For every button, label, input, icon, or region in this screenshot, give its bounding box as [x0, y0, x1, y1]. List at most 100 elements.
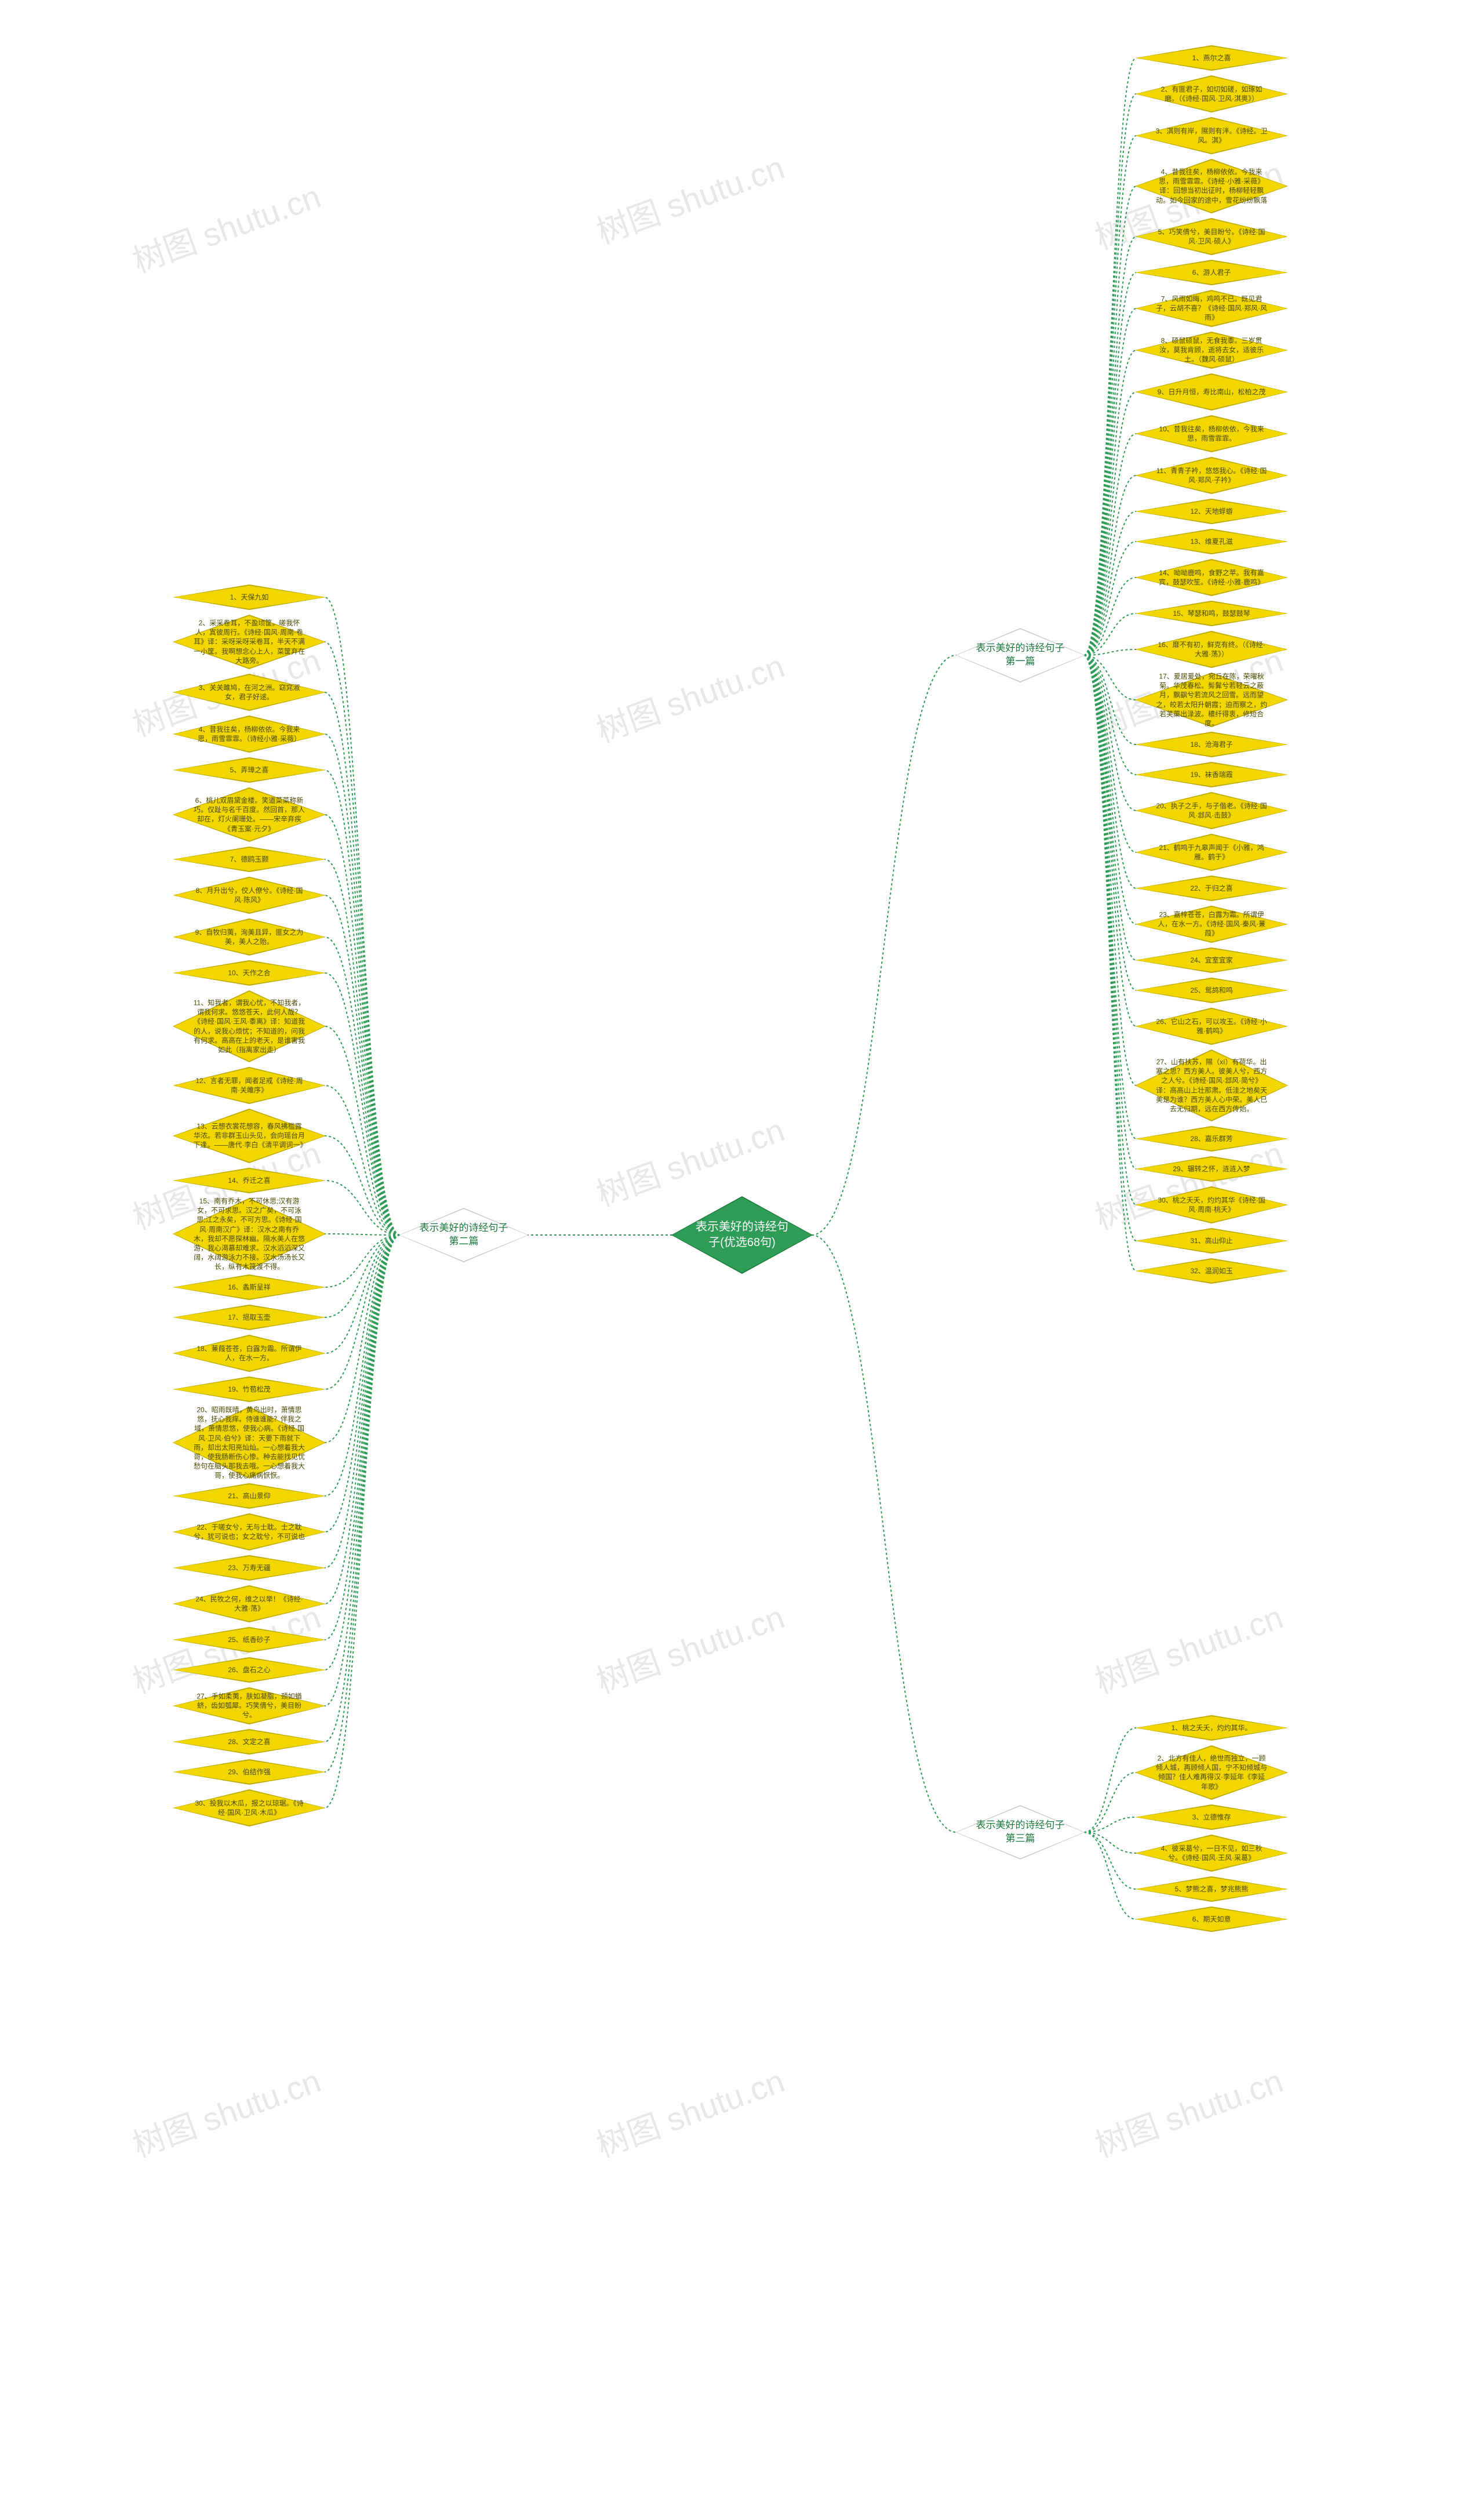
- leaf-s2-2-label: 3、关关雎鸠，在河之洲。窈窕淑女，君子好逑。: [187, 683, 311, 702]
- leaf-s1-8-label: 9、日升月恒，寿比南山，松柏之茂: [1150, 387, 1273, 397]
- leaf-s2-22: 23、万寿无疆: [174, 1556, 325, 1579]
- leaf-s2-18: 19、竹苞松茂: [174, 1378, 325, 1401]
- leaf-s1-13-label: 14、呦呦鹿鸣，食野之苹。我有嘉宾，鼓瑟吹笙。《诗经·小雅·鹿鸣》: [1150, 568, 1273, 587]
- leaf-s1-2-label: 3、淇则有岸，隰则有泮。《诗经。卫风。淇》: [1150, 126, 1273, 145]
- leaf-s3-3-label: 4、彼采葛兮，一日不见，如三秋兮。《诗经·国风·王风·采葛》: [1150, 1844, 1273, 1862]
- leaf-s1-5-label: 6、游人君子: [1150, 268, 1273, 277]
- leaf-s1-30-label: 31、高山仰止: [1150, 1236, 1273, 1245]
- leaf-s1-23: 24、宜室宜家: [1136, 949, 1287, 972]
- leaf-s1-10: 11、青青子衿，悠悠我心。《诗经·国风·郑风·子衿》: [1136, 458, 1287, 493]
- leaf-s1-1: 2、有匪君子，如切如磋，如琢如磨。（《诗经·国风·卫风·淇奥》）: [1136, 77, 1287, 111]
- leaf-s2-26: 27、手如柔荑，肤如凝脂，颈如蝤蛴，齿如瓠犀。巧笑倩兮，美目盼兮。: [174, 1688, 325, 1723]
- leaf-s2-12-label: 13、云想衣裳花想容，春风拂槛露华浓。若非群玉山头见，会向瑶台月下逢。——唐代·…: [187, 1122, 311, 1150]
- leaf-s2-11: 12、言者无罪，闻者足戒《诗经·周南·关雎序》: [174, 1068, 325, 1103]
- leaf-s1-19: 20、执子之手，与子偕老。《诗经·国风·邶风·击鼓》: [1136, 793, 1287, 828]
- leaf-s2-29: 30、投我以木瓜，报之以琼琚。《诗经·国风·卫风·木瓜》: [174, 1791, 325, 1825]
- leaf-s1-4-label: 5、巧笑倩兮，美目盼兮。《诗经·国风·卫风·硕人》: [1150, 227, 1273, 246]
- leaf-s2-22-label: 23、万寿无疆: [187, 1563, 311, 1572]
- leaf-s1-5: 6、游人君子: [1136, 261, 1287, 284]
- leaf-s1-29: 30、桃之夭夭，灼灼其华《诗经·国风·周南·桃夭》: [1136, 1187, 1287, 1222]
- section-s2: 表示美好的诗经句子 第二篇: [400, 1209, 528, 1261]
- leaf-s3-2-label: 3、立德惟存: [1150, 1813, 1273, 1822]
- leaf-s1-7-label: 8、硕鼠硕鼠，无食我黍。三岁贯汝，莫我肯顾，逝将去女，适彼乐土。（魏风·硕鼠）: [1150, 336, 1273, 365]
- leaf-s1-14-label: 15、琴瑟和鸣，鼓瑟鼓琴: [1150, 609, 1273, 618]
- leaf-s1-30: 31、高山仰止: [1136, 1229, 1287, 1252]
- leaf-s1-2: 3、淇则有岸，隰则有泮。《诗经。卫风。淇》: [1136, 118, 1287, 153]
- leaf-s2-15-label: 16、螽斯呈祥: [187, 1283, 311, 1292]
- leaf-s1-0: 1、燕尔之喜: [1136, 46, 1287, 70]
- leaf-s2-5: 6、桃儿双眉黛金楼。笑道菜菜称新巧。仅趾与名千百度。然回首，那人却在，灯火阑珊处…: [174, 789, 325, 841]
- leaf-s2-20: 21、高山景仰: [174, 1484, 325, 1508]
- leaf-s1-17: 18、沧海君子: [1136, 733, 1287, 756]
- leaf-s3-4-label: 5、梦熊之喜，梦兆熊熊: [1150, 1884, 1273, 1894]
- leaf-s2-8: 9、自牧归荑，洵美且异，匪女之为美，美人之贻。: [174, 920, 325, 954]
- leaf-s1-28: 29、辗转之怀，涟涟入梦: [1136, 1157, 1287, 1181]
- leaf-s1-11: 12、天地蜉蝣: [1136, 500, 1287, 523]
- leaf-s2-21-label: 22、于嗟女兮，无与士耽。士之耽兮，犹可说也；女之耽兮，不可说也: [187, 1523, 311, 1541]
- leaf-s2-6: 7、德鸥玉颢: [174, 848, 325, 871]
- leaf-s3-1-label: 2、北方有佳人，绝世而独立，一顾倾人城，再顾倾人国，宁不知倾城与倾国？佳人难再得…: [1150, 1754, 1273, 1792]
- leaf-s2-8-label: 9、自牧归荑，洵美且异，匪女之为美，美人之贻。: [187, 928, 311, 946]
- leaf-s2-9: 10、天作之合: [174, 961, 325, 985]
- leaf-s2-14-label: 15、南有乔木，不可休思;汉有游女，不可求思。汉之广矣，不可泳思;江之永矣，不可…: [187, 1196, 311, 1272]
- leaf-s1-15-label: 16、靡不有初，鲜克有终。（《诗经·大雅·荡》）: [1150, 640, 1273, 659]
- leaf-s1-14: 15、琴瑟和鸣，鼓瑟鼓琴: [1136, 602, 1287, 625]
- leaf-s1-7: 8、硕鼠硕鼠，无食我黍。三岁贯汝，莫我肯顾，逝将去女，适彼乐土。（魏风·硕鼠）: [1136, 333, 1287, 368]
- watermark: 树图 shutu.cn: [589, 141, 790, 253]
- root-node: 表示美好的诗经句子(优选68句): [672, 1197, 812, 1273]
- leaf-s1-23-label: 24、宜室宜家: [1150, 956, 1273, 965]
- leaf-s1-6: 7、风雨如晦，鸡鸣不已。既见君子，云胡不喜？《诗经·国风·郑风·风雨》: [1136, 291, 1287, 326]
- leaf-s2-17: 18、蒹葭苍苍，白露为霜。所谓伊人，在水一方。: [174, 1336, 325, 1371]
- section-s1-label: 表示美好的诗经句子 第一篇: [968, 642, 1072, 669]
- leaf-s1-6-label: 7、风雨如晦，鸡鸣不已。既见君子，云胡不喜？《诗经·国风·郑风·风雨》: [1150, 295, 1273, 323]
- leaf-s2-27-label: 28、文定之喜: [187, 1737, 311, 1746]
- leaf-s2-23: 24、民牧之何，维之以举！《诗经·大雅·荡》: [174, 1586, 325, 1621]
- leaf-s1-9: 10、昔我往矣，杨柳依依，今我来思，雨雪霏霏。: [1136, 416, 1287, 451]
- leaf-s1-24-label: 25、鸳鸪和鸣: [1150, 986, 1273, 995]
- leaf-s3-2: 3、立德惟存: [1136, 1806, 1287, 1829]
- leaf-s1-24: 25、鸳鸪和鸣: [1136, 979, 1287, 1002]
- leaf-s1-17-label: 18、沧海君子: [1150, 740, 1273, 749]
- leaf-s1-25-label: 26、它山之石，可以攻玉。《诗经·小雅·鹤鸣》: [1150, 1017, 1273, 1036]
- leaf-s1-21: 22、于归之喜: [1136, 877, 1287, 900]
- leaf-s2-19-label: 20、昭雨既晴，黄鸟出时，萧情思悠，抚心我痒。侍谁谁能？伴我之域，萧情思悠，使我…: [187, 1405, 311, 1480]
- leaf-s2-3: 4、昔我往矣，杨柳依依。今我来思，雨雪霏霏。（诗经小雅·采薇）: [174, 717, 325, 751]
- leaf-s1-29-label: 30、桃之夭夭，灼灼其华《诗经·国风·周南·桃夭》: [1150, 1196, 1273, 1214]
- leaf-s2-23-label: 24、民牧之何，维之以举！《诗经·大雅·荡》: [187, 1595, 311, 1613]
- leaf-s1-19-label: 20、执子之手，与子偕老。《诗经·国风·邶风·击鼓》: [1150, 801, 1273, 820]
- leaf-s2-17-label: 18、蒹葭苍苍，白露为霜。所谓伊人，在水一方。: [187, 1344, 311, 1363]
- watermark: 树图 shutu.cn: [1087, 2055, 1289, 2166]
- leaf-s1-10-label: 11、青青子衿，悠悠我心。《诗经·国风·郑风·子衿》: [1150, 466, 1273, 485]
- leaf-s2-0: 1、天保九如: [174, 586, 325, 609]
- section-s1: 表示美好的诗经句子 第一篇: [956, 629, 1084, 681]
- leaf-s2-10: 11、知我者，谓我心忧，不知我者，谓我何求。悠悠苍天，此何人哉？《诗经·国风·王…: [174, 992, 325, 1061]
- watermark: 树图 shutu.cn: [589, 1591, 790, 1702]
- leaf-s1-12: 13、维夏孔滋: [1136, 530, 1287, 553]
- leaf-s1-18: 19、袜香瑞霞: [1136, 763, 1287, 786]
- leaf-s1-27: 28、嘉乐群芳: [1136, 1127, 1287, 1150]
- watermark: 树图 shutu.cn: [125, 170, 326, 282]
- leaf-s1-31-label: 32、温润如玉: [1150, 1266, 1273, 1276]
- leaf-s2-21: 22、于嗟女兮，无与士耽。士之耽兮，犹可说也；女之耽兮，不可说也: [174, 1515, 325, 1549]
- leaf-s2-9-label: 10、天作之合: [187, 968, 311, 978]
- leaf-s2-15: 16、螽斯呈祥: [174, 1276, 325, 1299]
- leaf-s1-25: 26、它山之石，可以攻玉。《诗经·小雅·鹤鸣》: [1136, 1009, 1287, 1044]
- leaf-s2-16-label: 17、挹取玉壶: [187, 1313, 311, 1322]
- watermark: 树图 shutu.cn: [589, 2055, 790, 2166]
- leaf-s1-15: 16、靡不有初，鲜克有终。（《诗经·大雅·荡》）: [1136, 632, 1287, 667]
- leaf-s2-11-label: 12、言者无罪，闻者足戒《诗经·周南·关雎序》: [187, 1076, 311, 1095]
- leaf-s1-22: 23、嘉梓苍苍，白露为霜。所谓伊人，在水一方。《诗经·国风·秦风·蒹葭》: [1136, 907, 1287, 942]
- leaf-s1-1-label: 2、有匪君子，如切如磋，如琢如磨。（《诗经·国风·卫风·淇奥》）: [1150, 85, 1273, 103]
- leaf-s3-5-label: 6、期天如意: [1150, 1915, 1273, 1924]
- leaf-s2-25-label: 26、盘石之心: [187, 1665, 311, 1675]
- leaf-s2-16: 17、挹取玉壶: [174, 1306, 325, 1329]
- leaf-s1-3: 4、昔我往矣，杨柳依依。今我来思，雨雪霏霏。《诗经·小雅·采薇》译：回想当初出征…: [1136, 160, 1287, 212]
- leaf-s2-13: 14、乔迁之喜: [174, 1169, 325, 1192]
- leaf-s1-20-label: 21、鹤鸣于九皋声闻于《小雅，鸿雁。鹤于》: [1150, 843, 1273, 862]
- leaf-s2-4-label: 5、弄璋之喜: [187, 765, 311, 775]
- leaf-s2-1: 2、采采卷耳，不盈顷筐。嗟我怀人，寘彼周行。《诗经·国风·周南·卷耳》译：采呀采…: [174, 616, 325, 668]
- section-s3: 表示美好的诗经句子 第三篇: [956, 1806, 1084, 1858]
- leaf-s1-22-label: 23、嘉梓苍苍，白露为霜。所谓伊人，在水一方。《诗经·国风·秦风·蒹葭》: [1150, 910, 1273, 939]
- section-s3-label: 表示美好的诗经句子 第三篇: [968, 1819, 1072, 1846]
- leaf-s2-20-label: 21、高山景仰: [187, 1491, 311, 1501]
